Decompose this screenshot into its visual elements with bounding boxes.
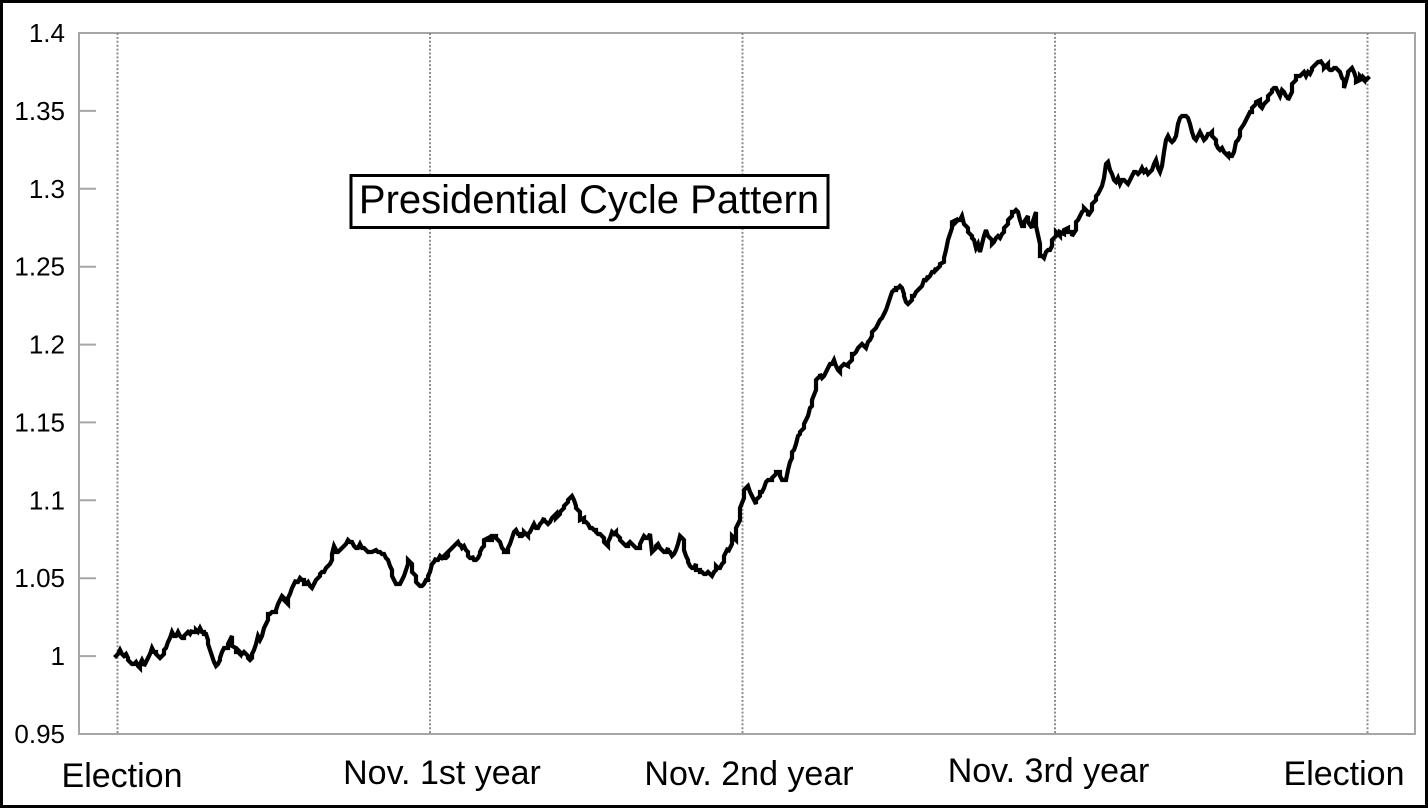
svg-text:Nov. 3rd year: Nov. 3rd year	[948, 752, 1150, 790]
svg-text:Election: Election	[1284, 755, 1405, 793]
svg-text:Election: Election	[62, 757, 183, 795]
svg-text:1.3: 1.3	[29, 174, 65, 204]
svg-text:1: 1	[51, 641, 65, 671]
svg-text:1.25: 1.25	[14, 252, 65, 282]
svg-text:Nov. 1st year: Nov. 1st year	[343, 754, 541, 792]
svg-text:Presidential Cycle Pattern: Presidential Cycle Pattern	[359, 178, 819, 222]
svg-text:0.95: 0.95	[14, 719, 65, 749]
svg-text:1.35: 1.35	[14, 96, 65, 126]
svg-text:1.15: 1.15	[14, 407, 65, 437]
svg-text:1.1: 1.1	[29, 485, 65, 515]
svg-text:Nov. 2nd year: Nov. 2nd year	[644, 755, 853, 793]
svg-text:1.2: 1.2	[29, 330, 65, 360]
svg-text:1.4: 1.4	[29, 18, 65, 48]
svg-text:1.05: 1.05	[14, 563, 65, 593]
